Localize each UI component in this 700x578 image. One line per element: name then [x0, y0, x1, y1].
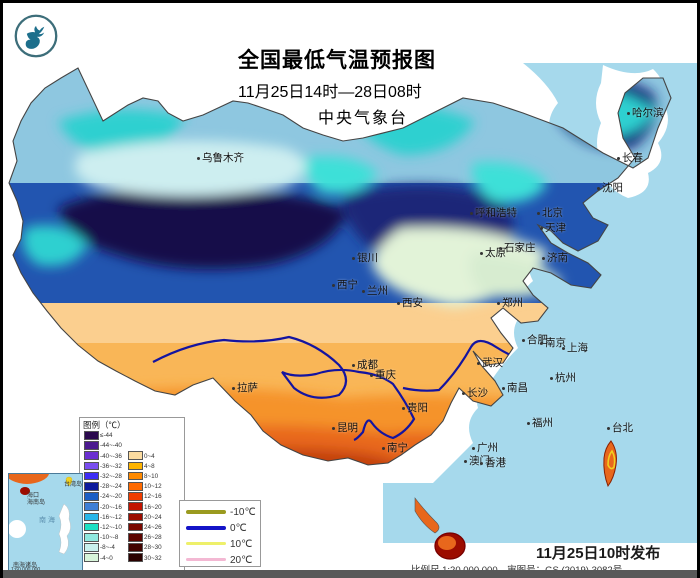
svg-text:南 海: 南 海 [39, 515, 55, 524]
